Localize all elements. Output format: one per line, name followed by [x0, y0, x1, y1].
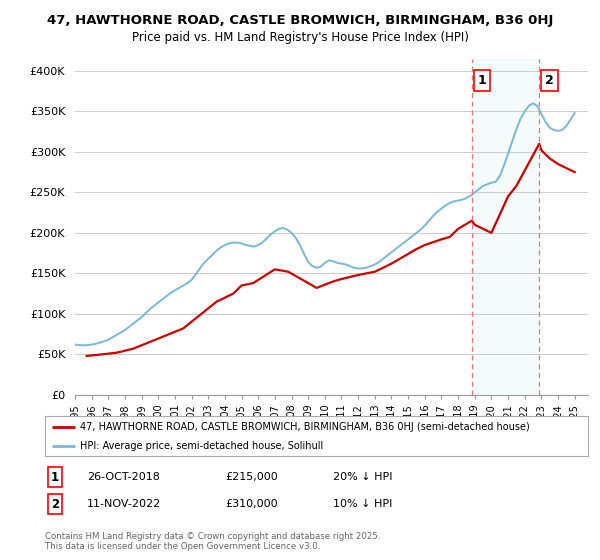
Text: 2: 2: [545, 74, 554, 87]
Text: HPI: Average price, semi-detached house, Solihull: HPI: Average price, semi-detached house,…: [80, 441, 323, 450]
Text: 1: 1: [478, 74, 487, 87]
Text: Contains HM Land Registry data © Crown copyright and database right 2025.
This d: Contains HM Land Registry data © Crown c…: [45, 532, 380, 552]
Text: £310,000: £310,000: [225, 499, 278, 509]
Text: 10% ↓ HPI: 10% ↓ HPI: [333, 499, 392, 509]
Text: 11-NOV-2022: 11-NOV-2022: [87, 499, 161, 509]
Text: 26-OCT-2018: 26-OCT-2018: [87, 472, 160, 482]
Text: 47, HAWTHORNE ROAD, CASTLE BROMWICH, BIRMINGHAM, B36 0HJ (semi-detached house): 47, HAWTHORNE ROAD, CASTLE BROMWICH, BIR…: [80, 422, 530, 432]
Text: £215,000: £215,000: [225, 472, 278, 482]
Bar: [472, 59, 539, 395]
Text: 2: 2: [51, 497, 59, 511]
Text: 1: 1: [51, 470, 59, 484]
Text: 47, HAWTHORNE ROAD, CASTLE BROMWICH, BIRMINGHAM, B36 0HJ: 47, HAWTHORNE ROAD, CASTLE BROMWICH, BIR…: [47, 14, 553, 27]
Text: 20% ↓ HPI: 20% ↓ HPI: [333, 472, 392, 482]
Text: Price paid vs. HM Land Registry's House Price Index (HPI): Price paid vs. HM Land Registry's House …: [131, 31, 469, 44]
